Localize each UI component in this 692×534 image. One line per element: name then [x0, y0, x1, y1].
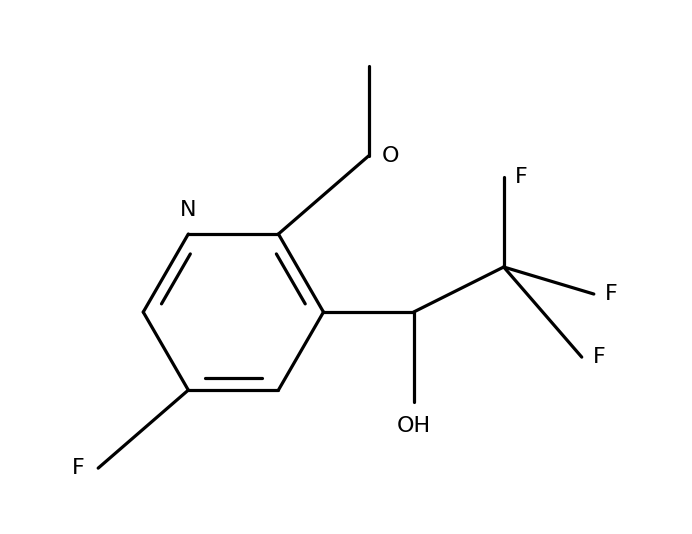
Text: O: O [382, 146, 399, 166]
Text: F: F [605, 284, 617, 304]
Text: F: F [592, 347, 606, 367]
Text: F: F [72, 458, 84, 478]
Text: N: N [180, 200, 197, 221]
Text: F: F [515, 167, 527, 187]
Text: OH: OH [397, 415, 430, 436]
